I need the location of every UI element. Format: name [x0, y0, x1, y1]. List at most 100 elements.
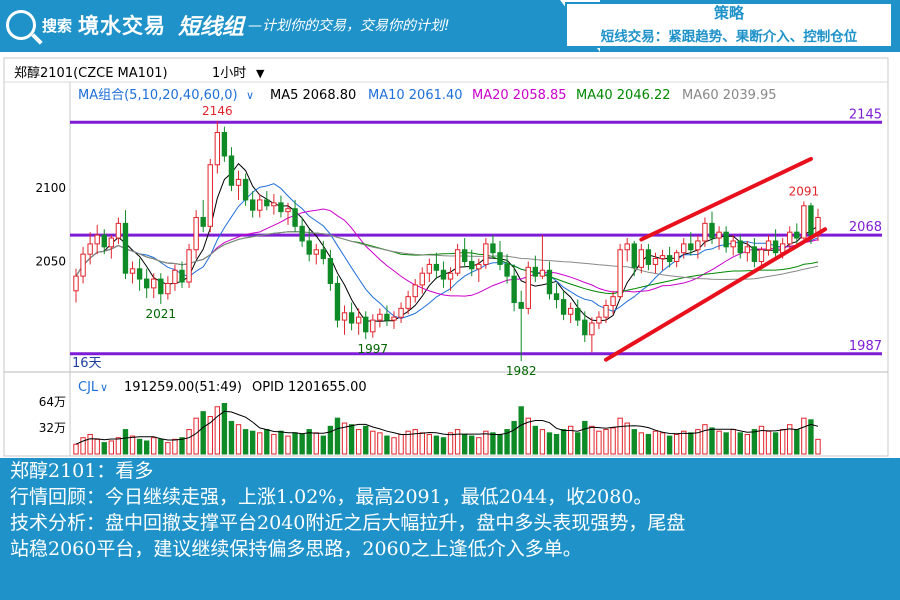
volume-bar — [645, 433, 652, 455]
slogan: —计划你的交易，交易你的计划! — [248, 18, 450, 34]
volume-bar — [426, 433, 433, 455]
volume-bar — [278, 430, 284, 455]
volume-bar — [695, 429, 701, 455]
candle-body — [73, 275, 79, 292]
volume-bar — [617, 417, 623, 455]
volume-bar — [299, 433, 305, 455]
volume-bar — [539, 429, 546, 455]
candle-body — [207, 164, 213, 227]
period-label[interactable]: 1小时 — [212, 66, 246, 81]
volume-bar — [355, 429, 362, 455]
candle-body — [129, 268, 136, 274]
volume-bar — [730, 429, 736, 455]
search-icon — [6, 10, 36, 40]
volume-bar — [136, 438, 143, 455]
ma-group-label[interactable]: MA组合(5,10,20,40,60,0) — [78, 88, 238, 103]
candle-body — [242, 178, 249, 201]
volume-bar — [398, 433, 404, 455]
candle-body — [264, 199, 270, 207]
volume-bar — [172, 438, 178, 455]
candle-body — [172, 269, 178, 284]
volume-bar — [673, 433, 680, 455]
volume-bar — [518, 406, 524, 455]
price-annotation: 1997 — [358, 342, 389, 356]
volume-bar — [469, 435, 475, 455]
candle-body — [433, 263, 440, 271]
candle-body — [709, 222, 715, 239]
candle-body — [681, 243, 687, 254]
volume-bar — [461, 433, 468, 455]
volume-bar — [716, 430, 722, 455]
chevron-down-icon[interactable]: ∨ — [246, 89, 254, 102]
volume-bar — [108, 440, 115, 455]
volume-bar — [454, 429, 461, 455]
volume-bar — [751, 429, 758, 455]
volume-bar — [575, 432, 581, 455]
chevron-down-icon[interactable]: ∨ — [100, 381, 108, 394]
volume-bar — [391, 437, 397, 455]
analysis-panel: 郑醇2101：看多 行情回顾：今日继续走强，上涨1.02%，最高2091，最低2… — [0, 458, 900, 600]
volume-bar — [808, 419, 814, 455]
candle-body — [532, 266, 539, 277]
volume-bar — [638, 432, 645, 455]
volume-bar — [129, 435, 136, 455]
volume-bar — [80, 437, 86, 455]
candle-body — [214, 132, 221, 166]
candle-body — [469, 260, 475, 270]
volume-bar — [306, 429, 312, 455]
candle-body — [808, 205, 814, 236]
candle-body — [617, 249, 623, 298]
volume-bar — [122, 429, 129, 455]
y-tick-label: 2100 — [35, 181, 66, 195]
candle-body — [341, 312, 348, 321]
volume-bar — [285, 435, 291, 455]
opid-readout: OPID 1201655.00 — [252, 380, 367, 395]
candle-body — [624, 243, 630, 251]
candle-body — [567, 307, 574, 315]
volume-bar — [94, 438, 100, 455]
candle-body — [490, 243, 496, 254]
volume-bar — [221, 403, 228, 455]
candle-body — [348, 312, 355, 324]
candle-body — [730, 240, 736, 248]
volume-bar — [207, 416, 213, 455]
volume-bar — [214, 406, 221, 455]
candle-body — [737, 240, 743, 254]
volume-bar — [101, 442, 107, 455]
volume-bar — [377, 432, 383, 455]
price-pane: 2050 2100 2145 2068 1987 2146 2021 1997 1982 2091 — [35, 104, 882, 378]
cjl-label[interactable]: CJL — [78, 380, 99, 395]
candle-body — [405, 296, 411, 309]
volume-bar — [235, 424, 242, 455]
ma-line — [75, 231, 819, 281]
candle-body — [334, 282, 341, 321]
candle-body — [497, 252, 503, 265]
volume-bar — [624, 422, 630, 455]
volume-bar — [801, 417, 807, 455]
candle-body — [553, 293, 560, 301]
chevron-down-icon[interactable]: ▼ — [256, 67, 265, 80]
candle-body — [716, 231, 722, 239]
candle-body — [257, 199, 263, 211]
candle-body — [603, 304, 609, 318]
candle-body — [186, 249, 192, 283]
candle-body — [136, 268, 143, 280]
candle-body — [695, 240, 701, 251]
volume-bar — [193, 417, 199, 455]
volume-bar — [334, 417, 341, 455]
ma5-label: MA5 2068.80 — [270, 88, 356, 103]
candle-body — [666, 255, 673, 262]
candle-body — [518, 302, 524, 309]
volume-bar — [666, 435, 673, 455]
candle-body — [285, 208, 291, 213]
volume-bar — [200, 411, 206, 455]
candle-body — [723, 231, 729, 248]
candle-body — [525, 266, 531, 309]
ma40-label: MA40 2046.22 — [576, 88, 671, 103]
period-marker: 16天 — [72, 356, 102, 371]
kline-chart: 郑醇2101(CZCE MA101) 1小时 ▼ MA组合(5,10,20,40… — [3, 57, 889, 457]
candle-body — [744, 246, 751, 254]
candle-body — [370, 319, 376, 333]
volume-bar — [419, 432, 425, 455]
candle-body — [115, 222, 122, 239]
